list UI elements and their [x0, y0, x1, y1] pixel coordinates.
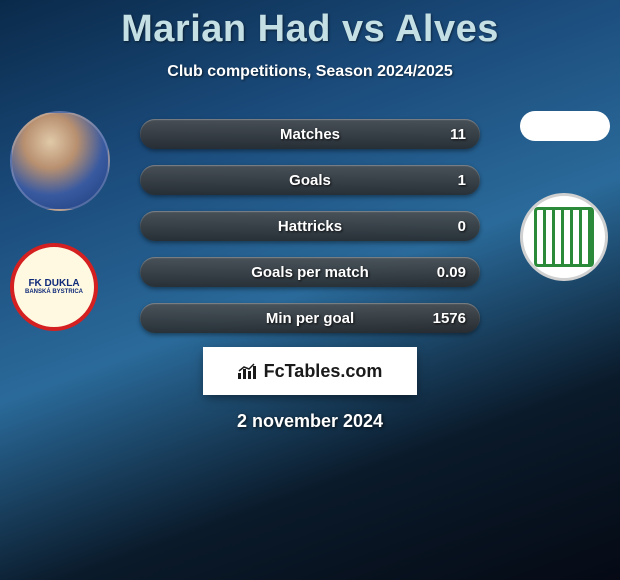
- stat-label: Min per goal: [266, 310, 354, 327]
- stat-row-gpm: Goals per match 0.09: [140, 257, 480, 287]
- stat-row-mpg: Min per goal 1576: [140, 303, 480, 333]
- stat-value-right: 11: [450, 126, 466, 143]
- stat-row-goals: Goals 1: [140, 165, 480, 195]
- comparison-subtitle: Club competitions, Season 2024/2025: [0, 63, 620, 81]
- date-text: 2 november 2024: [0, 411, 620, 432]
- stat-label: Hattricks: [278, 218, 342, 235]
- left-player-column: FK DUKLA BANSKÁ BYSTRICA: [10, 111, 110, 331]
- club-logo-text: FK DUKLA BANSKÁ BYSTRICA: [25, 278, 83, 296]
- club-name: FK DUKLA: [25, 278, 83, 289]
- stat-value-right: 0.09: [437, 264, 466, 281]
- chart-icon: [238, 363, 258, 379]
- player1-club-logo: FK DUKLA BANSKÁ BYSTRICA: [10, 243, 98, 331]
- content-area: FK DUKLA BANSKÁ BYSTRICA Matches 11 Goal…: [0, 111, 620, 432]
- stat-value-right: 1576: [433, 310, 466, 327]
- stat-value-right: 1: [458, 172, 466, 189]
- stat-label: Matches: [280, 126, 340, 143]
- stat-label: Goals per match: [251, 264, 369, 281]
- player1-avatar: [10, 111, 110, 211]
- comparison-title: Marian Had vs Alves: [0, 0, 620, 51]
- stat-row-hattricks: Hattricks 0: [140, 211, 480, 241]
- right-player-column: [520, 111, 610, 281]
- stats-pills: Matches 11 Goals 1 Hattricks 0 Goals per…: [140, 111, 480, 333]
- brand-badge[interactable]: FcTables.com: [205, 349, 415, 393]
- club-logo-inner: [534, 207, 594, 267]
- player2-club-logo: [520, 193, 608, 281]
- club-subname: BANSKÁ BYSTRICA: [25, 289, 83, 296]
- stat-label: Goals: [289, 172, 331, 189]
- brand-text: FcTables.com: [264, 361, 383, 382]
- stat-row-matches: Matches 11: [140, 119, 480, 149]
- player2-avatar: [520, 111, 610, 141]
- stat-value-right: 0: [458, 218, 466, 235]
